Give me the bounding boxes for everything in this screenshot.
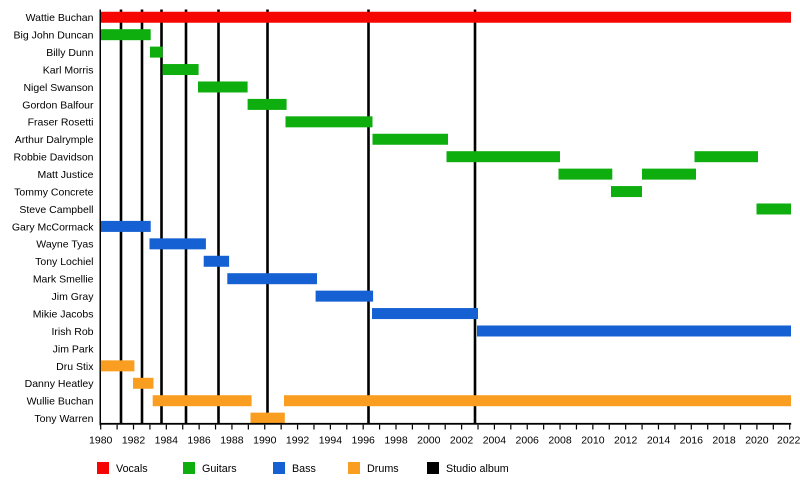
svg-text:Fraser Rosetti: Fraser Rosetti [28,117,94,129]
svg-text:Arthur Dalrymple: Arthur Dalrymple [15,134,94,146]
svg-text:Guitars: Guitars [202,463,237,475]
svg-text:1990: 1990 [253,434,277,446]
svg-text:1994: 1994 [319,434,343,446]
svg-text:1986: 1986 [187,434,211,446]
svg-text:Tony Lochiel: Tony Lochiel [35,256,93,268]
svg-text:1980: 1980 [89,434,113,446]
svg-text:Wayne Tyas: Wayne Tyas [36,239,93,251]
svg-text:Wullie Buchan: Wullie Buchan [27,396,94,408]
svg-text:2006: 2006 [516,434,540,446]
svg-text:Nigel Swanson: Nigel Swanson [23,82,93,94]
svg-text:2004: 2004 [483,434,507,446]
svg-text:Vocals: Vocals [116,463,148,475]
svg-text:Mikie Jacobs: Mikie Jacobs [33,308,94,320]
svg-text:2010: 2010 [581,434,605,446]
svg-text:Steve Campbell: Steve Campbell [19,204,93,216]
svg-text:2016: 2016 [680,434,704,446]
svg-text:Tommy Concrete: Tommy Concrete [14,186,94,198]
svg-text:2008: 2008 [548,434,572,446]
svg-text:1998: 1998 [384,434,408,446]
svg-text:Robbie Davidson: Robbie Davidson [14,152,94,164]
svg-text:Jim Gray: Jim Gray [52,291,95,303]
svg-text:2014: 2014 [647,434,671,446]
svg-text:1996: 1996 [352,434,376,446]
svg-text:Billy Dunn: Billy Dunn [46,47,93,59]
svg-text:Studio album: Studio album [446,463,509,475]
svg-text:2020: 2020 [745,434,769,446]
svg-text:Dru Stix: Dru Stix [56,361,94,373]
svg-text:Gordon Balfour: Gordon Balfour [22,99,94,111]
svg-text:Wattie Buchan: Wattie Buchan [26,12,94,24]
svg-text:Danny Heatley: Danny Heatley [25,378,95,390]
svg-text:Mark Smellie: Mark Smellie [33,274,94,286]
svg-text:Karl Morris: Karl Morris [43,64,94,76]
svg-text:Big John Duncan: Big John Duncan [14,30,94,42]
svg-text:Irish Rob: Irish Rob [51,326,93,338]
svg-text:2002: 2002 [450,434,474,446]
svg-text:Drums: Drums [367,463,399,475]
svg-text:2012: 2012 [614,434,638,446]
svg-text:1988: 1988 [220,434,244,446]
svg-text:Tony Warren: Tony Warren [34,413,93,425]
svg-text:Matt Justice: Matt Justice [37,169,93,181]
svg-text:Bass: Bass [292,463,316,475]
svg-text:2022: 2022 [777,434,800,446]
svg-text:1984: 1984 [155,434,179,446]
svg-text:1982: 1982 [122,434,146,446]
svg-text:2000: 2000 [417,434,441,446]
svg-text:1992: 1992 [286,434,310,446]
svg-text:Gary McCormack: Gary McCormack [12,221,94,233]
svg-text:Jim Park: Jim Park [53,343,95,355]
svg-text:2018: 2018 [712,434,736,446]
